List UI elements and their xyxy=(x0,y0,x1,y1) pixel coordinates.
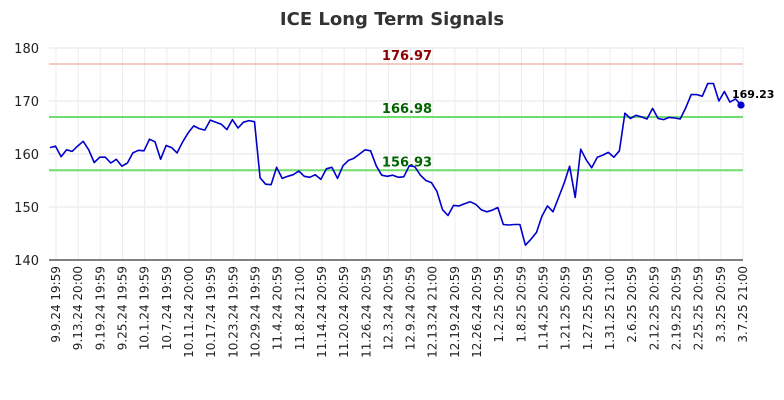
x-tick-label: 12.9.24 20:59 xyxy=(404,266,418,350)
support-level-label: 156.93 xyxy=(382,155,432,170)
x-tick-label: 2.6.25 20:59 xyxy=(625,266,639,343)
chart-title: ICE Long Term Signals xyxy=(280,9,504,30)
x-tick-label: 11.20.24 20:59 xyxy=(337,266,351,358)
x-tick-label: 1.8.25 20:59 xyxy=(514,266,528,343)
x-tick-label: 10.29.24 19:59 xyxy=(248,266,262,358)
y-tick-label: 140 xyxy=(14,254,39,269)
x-tick-labels: 9.9.24 19:59 9.13.24 20:00 9.19.24 19:59 9.… xyxy=(49,266,750,358)
x-tick-label: 12.26.24 20:59 xyxy=(470,266,484,358)
x-tick-label: 9.9.24 19:59 xyxy=(49,266,63,343)
last-value-marker xyxy=(737,101,745,109)
x-tick-label: 12.3.24 20:59 xyxy=(381,266,395,350)
x-tick-label: 10.1.24 19:59 xyxy=(138,266,152,350)
y-tick-label: 160 xyxy=(14,148,39,163)
grid xyxy=(49,47,744,261)
x-tick-label: 12.13.24 21:00 xyxy=(426,266,440,358)
x-tick-label: 9.25.24 19:59 xyxy=(115,266,129,350)
x-tick-label: 2.25.25 20:59 xyxy=(692,266,706,350)
y-tick-label: 170 xyxy=(14,95,39,110)
x-tick-label: 3.7.25 21:00 xyxy=(736,266,750,343)
x-tick-label: 2.19.25 20:59 xyxy=(670,266,684,350)
x-tick-label: 10.23.24 19:59 xyxy=(226,266,240,358)
x-tick-label: 9.19.24 19:59 xyxy=(93,266,107,350)
y-tick-label: 150 xyxy=(14,201,39,216)
x-tick-label: 10.7.24 19:59 xyxy=(160,266,174,350)
x-tick-label: 2.12.25 20:59 xyxy=(647,266,661,350)
y-tick-labels: 140 150 160 170 180 xyxy=(14,42,39,269)
support-level-label: 166.98 xyxy=(382,102,432,117)
y-tick-label: 180 xyxy=(14,42,39,57)
price-series: 169.23 xyxy=(49,82,774,246)
signal-levels: 176.97 166.98 156.93 xyxy=(49,49,743,172)
x-tick-label: 1.27.25 20:59 xyxy=(581,266,595,350)
x-tick-label: 11.14.24 20:59 xyxy=(315,266,329,358)
x-tick-label: 11.8.24 21:00 xyxy=(293,266,307,350)
x-tick-label: 3.3.25 20:59 xyxy=(714,266,728,343)
x-tick-label: 1.2.25 20:59 xyxy=(492,266,506,343)
x-tick-label: 12.19.24 20:59 xyxy=(448,266,462,358)
x-tick-label: 11.26.24 20:59 xyxy=(359,266,373,358)
x-tick-label: 9.13.24 20:00 xyxy=(71,266,85,350)
x-tick-label: 1.31.25 21:00 xyxy=(603,266,617,350)
x-tick-label: 10.17.24 19:59 xyxy=(204,266,218,358)
last-value-label: 169.23 xyxy=(732,88,774,101)
resistance-level-label: 176.97 xyxy=(382,49,432,64)
price-line xyxy=(49,82,742,246)
x-tick-label: 10.11.24 20:00 xyxy=(182,266,196,358)
x-tick-label: 1.14.25 20:59 xyxy=(537,266,551,350)
x-tick-label: 11.4.24 20:59 xyxy=(271,266,285,350)
x-tick-label: 1.21.25 20:59 xyxy=(559,266,573,350)
